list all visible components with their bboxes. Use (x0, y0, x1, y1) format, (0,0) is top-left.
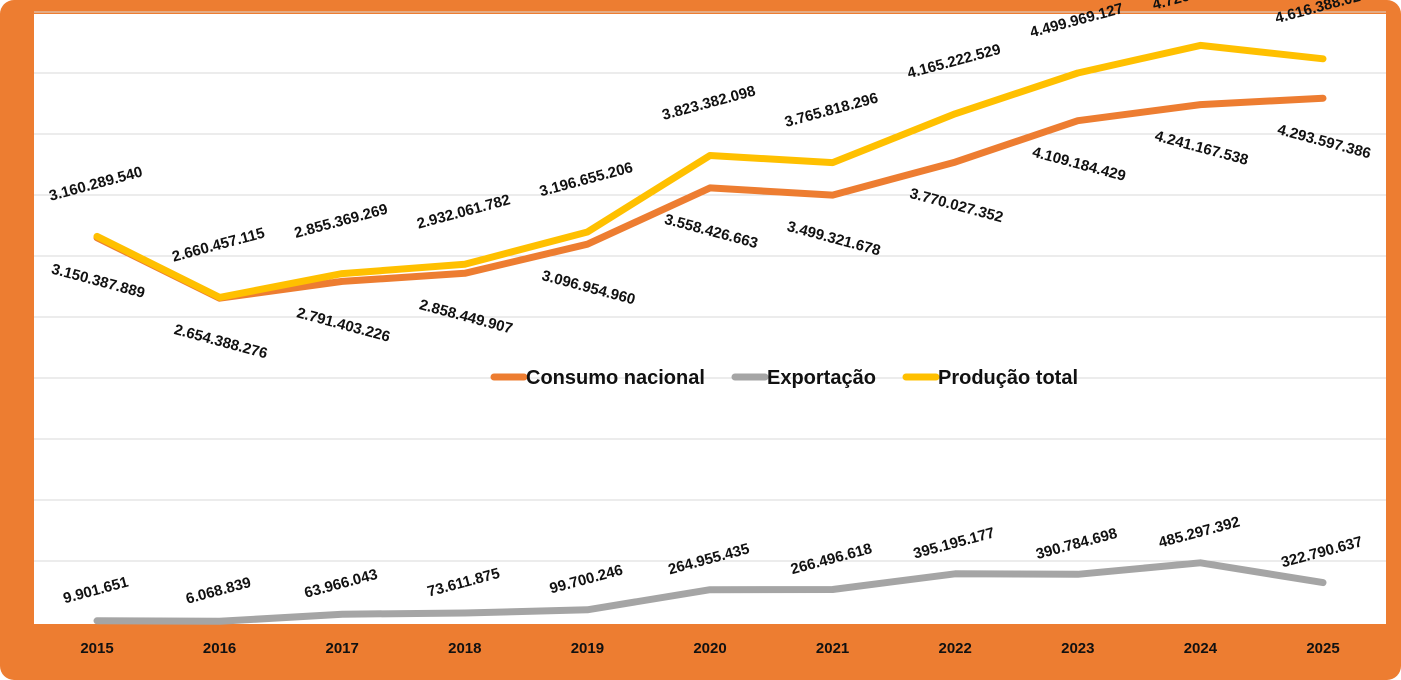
x-tick-label: 2015 (80, 640, 113, 657)
x-tick-label: 2024 (1184, 640, 1218, 657)
data-label: 3.196.655.206 (538, 159, 635, 200)
data-label: 9.901.651 (61, 574, 130, 608)
data-label: 2.654.388.276 (172, 321, 269, 362)
legend-label: Produção total (938, 367, 1078, 389)
series-line-0 (93, 94, 1327, 302)
data-label: 6.068.839 (184, 574, 253, 608)
data-label: 264.955.435 (666, 540, 751, 578)
data-label: 2.660.457.115 (170, 225, 266, 266)
x-tick-label: 2021 (816, 640, 849, 657)
data-label: 73.611.875 (426, 565, 502, 601)
data-label: 4.499.969.127 (1028, 0, 1125, 41)
series-line-1 (93, 559, 1327, 625)
data-label: 2.932.061.782 (415, 191, 512, 232)
data-label: 390.784.698 (1034, 525, 1119, 563)
data-label: 3.823.382.098 (660, 83, 757, 124)
data-label: 3.160.289.540 (47, 163, 144, 204)
data-label: 3.765.818.296 (783, 90, 880, 131)
data-label: 3.150.387.889 (50, 261, 147, 302)
x-tick-label: 2020 (693, 640, 726, 657)
x-tick-label: 2017 (326, 640, 359, 657)
data-label: 99.700.246 (548, 562, 625, 598)
data-label: 4.616.388.023 (1273, 0, 1370, 27)
data-label: 3.558.426.663 (663, 211, 760, 252)
x-tick-label: 2025 (1306, 640, 1339, 657)
x-tick-label: 2022 (939, 640, 972, 657)
series-line-2 (93, 41, 1327, 301)
data-label: 3.770.027.352 (908, 185, 1005, 226)
x-tick-label: 2018 (448, 640, 481, 657)
x-tick-label: 2016 (203, 640, 236, 657)
legend-label: Consumo nacional (526, 367, 705, 389)
data-label: 485.297.392 (1157, 513, 1242, 551)
data-label: 4.109.184.429 (1030, 144, 1127, 185)
x-tick-label: 2019 (571, 640, 604, 657)
data-label: 322.790.637 (1279, 533, 1364, 571)
data-label: 3.499.321.678 (785, 218, 882, 259)
data-label: 3.096.954.960 (540, 267, 637, 308)
data-label: 2.791.403.226 (295, 304, 392, 345)
data-label: 63.966.043 (303, 566, 380, 602)
data-label: 2.855.369.269 (293, 201, 390, 242)
data-label: 395.195.177 (912, 524, 997, 562)
data-label: 4.165.222.529 (906, 41, 1003, 82)
legend-label: Exportação (767, 367, 876, 389)
plot-area (34, 14, 1386, 624)
x-tick-label: 2023 (1061, 640, 1094, 657)
data-label: 4.293.597.386 (1276, 121, 1373, 162)
data-label: 266.496.618 (789, 540, 874, 578)
